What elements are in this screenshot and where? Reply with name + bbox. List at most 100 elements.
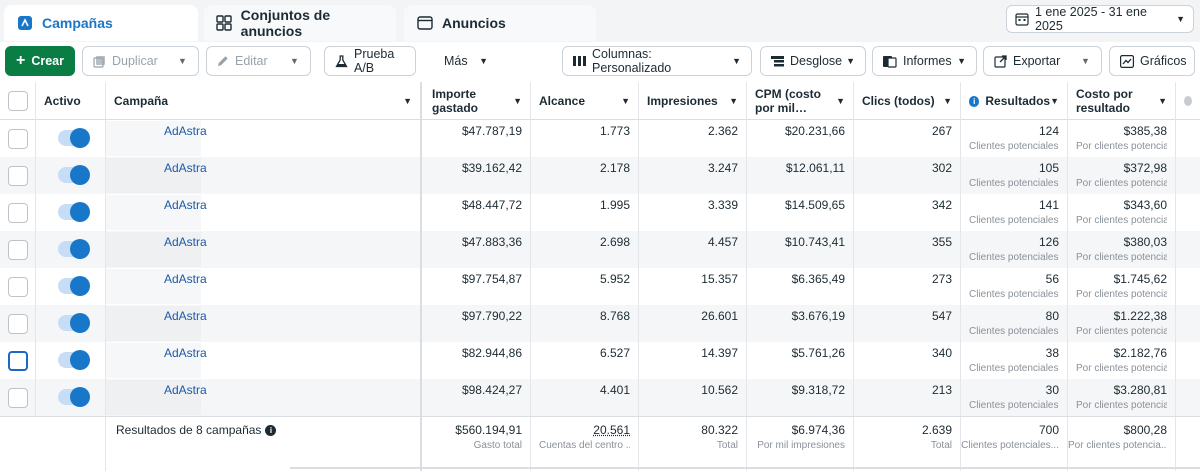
campaign-name-link[interactable]: AdAstra bbox=[164, 346, 207, 360]
header-cpm[interactable]: CPM (costo por mil… ▼ bbox=[747, 82, 854, 120]
campaign-name-link[interactable]: AdAstra bbox=[164, 198, 207, 212]
row-checkbox[interactable] bbox=[8, 388, 28, 408]
export-icon bbox=[994, 54, 1007, 68]
campaign-name-link[interactable]: AdAstra bbox=[164, 309, 207, 323]
create-button[interactable]: + Crear bbox=[5, 46, 75, 76]
row-spent-cell: $82.944,86 bbox=[424, 342, 531, 379]
row-cpr-sub: Por clientes potencia... bbox=[1076, 289, 1167, 300]
duplicate-button[interactable]: Duplicar bbox=[82, 46, 168, 76]
active-toggle[interactable] bbox=[58, 239, 90, 259]
row-clicks-value: 273 bbox=[931, 272, 952, 286]
row-results-value: 141 bbox=[1038, 198, 1059, 212]
info-icon[interactable]: i bbox=[265, 425, 277, 437]
table-row[interactable]: AdAstra $39.162,42 2.178 3.247 $12.061,11 302… bbox=[0, 157, 1200, 194]
row-clicks-value: 340 bbox=[931, 346, 952, 360]
active-toggle[interactable] bbox=[58, 387, 90, 407]
active-toggle[interactable] bbox=[58, 350, 90, 370]
active-toggle[interactable] bbox=[58, 128, 90, 148]
row-cpr-value: $1.745,62 bbox=[1113, 272, 1167, 286]
campaign-name-link[interactable]: AdAstra bbox=[164, 272, 207, 286]
table-row[interactable]: AdAstra $82.944,86 6.527 14.397 $5.761,26 340… bbox=[0, 342, 1200, 379]
row-cpm-value: $12.061,11 bbox=[785, 161, 845, 175]
row-spent-cell: $97.754,87 bbox=[424, 268, 531, 305]
row-impressions-cell: 14.397 bbox=[639, 342, 747, 379]
toggle-knob bbox=[70, 202, 90, 222]
export-button[interactable]: Exportar bbox=[983, 46, 1071, 76]
campaign-name-link[interactable]: AdAstra bbox=[164, 235, 207, 249]
row-cpr-cell: $3.280,81 Por clientes potencia... bbox=[1068, 379, 1176, 416]
table-row[interactable]: AdAstra $98.424,27 4.401 10.562 $9.318,72 213… bbox=[0, 379, 1200, 416]
toolbar: + Crear Duplicar ▼ Editar ▼ Prueba A/B M… bbox=[0, 42, 1200, 80]
chevron-down-icon: ▼ bbox=[846, 56, 855, 66]
active-toggle[interactable] bbox=[58, 202, 90, 222]
header-results[interactable]: i Resultados ▼ bbox=[961, 82, 1068, 120]
charts-button[interactable]: Gráficos bbox=[1109, 46, 1195, 76]
row-cpr-value: $343,60 bbox=[1123, 198, 1167, 212]
active-toggle[interactable] bbox=[58, 313, 90, 333]
ab-test-button[interactable]: Prueba A/B bbox=[324, 46, 416, 76]
row-impressions-cell: 2.362 bbox=[639, 120, 747, 157]
row-cpr-sub: Por clientes potencia... bbox=[1076, 252, 1167, 263]
edit-dropdown-button[interactable]: ▼ bbox=[279, 46, 311, 76]
columns-button[interactable]: Columnas: Personalizado ▼ bbox=[562, 46, 752, 76]
row-spent-value: $47.883,36 bbox=[461, 235, 522, 249]
table-row[interactable]: AdAstra $48.447,72 1.995 3.339 $14.509,65 342… bbox=[0, 194, 1200, 231]
header-clicks[interactable]: Clics (todos) ▼ bbox=[854, 82, 961, 120]
row-results-cell: 38 Clientes potenciales... bbox=[961, 342, 1068, 379]
table-row[interactable]: AdAstra $47.787,19 1.773 2.362 $20.231,66 267… bbox=[0, 120, 1200, 157]
campaign-name-link[interactable]: AdAstra bbox=[164, 124, 207, 138]
row-cpr-value: $1.222,38 bbox=[1113, 309, 1167, 323]
row-checkbox[interactable] bbox=[8, 240, 28, 260]
header-reach-label: Alcance bbox=[539, 94, 586, 108]
duplicate-dropdown-button[interactable]: ▼ bbox=[167, 46, 199, 76]
footer-impressions: 80.322 Total bbox=[639, 417, 747, 471]
header-active[interactable]: Activo bbox=[36, 82, 106, 120]
header-spent-line1: Importe bbox=[432, 87, 477, 101]
edit-button[interactable]: Editar bbox=[206, 46, 280, 76]
row-checkbox[interactable] bbox=[8, 351, 28, 371]
header-cpm-line1: CPM (costo bbox=[755, 87, 821, 101]
row-reach-cell: 5.952 bbox=[531, 268, 639, 305]
table-row[interactable]: AdAstra $97.790,22 8.768 26.601 $3.676,19 547… bbox=[0, 305, 1200, 342]
row-spent-cell: $98.424,27 bbox=[424, 379, 531, 416]
tab-campaigns[interactable]: Campañas bbox=[4, 5, 198, 41]
header-reach[interactable]: Alcance ▼ bbox=[531, 82, 639, 120]
row-checkbox[interactable] bbox=[8, 129, 28, 149]
table-row[interactable]: AdAstra $47.883,36 2.698 4.457 $10.743,41 355… bbox=[0, 231, 1200, 268]
header-spent[interactable]: Importe gastado ▼ bbox=[424, 82, 531, 120]
row-checkbox[interactable] bbox=[8, 314, 28, 334]
reports-button[interactable]: Informes ▼ bbox=[872, 46, 977, 76]
footer-cpm: $6.974,36 Por mil impresiones bbox=[747, 417, 854, 471]
row-checkbox[interactable] bbox=[8, 166, 28, 186]
row-spacer-cell bbox=[1176, 305, 1200, 342]
row-results-sub: Clientes potenciales... bbox=[969, 363, 1059, 374]
select-all-checkbox[interactable] bbox=[8, 91, 28, 111]
export-dropdown-button[interactable]: ▼ bbox=[1070, 46, 1102, 76]
footer-cpr-value: $800,28 bbox=[1123, 423, 1167, 437]
header-cost-per-result[interactable]: Costo por resultado ▼ bbox=[1068, 82, 1176, 120]
date-range-picker[interactable]: 1 ene 2025 - 31 ene 2025 ▼ bbox=[1006, 5, 1194, 33]
row-spacer-cell bbox=[1176, 120, 1200, 157]
row-impressions-value: 4.457 bbox=[707, 235, 738, 249]
tab-ads[interactable]: Anuncios bbox=[404, 5, 596, 41]
footer-impressions-value: 80.322 bbox=[701, 423, 738, 437]
campaign-name-link[interactable]: AdAstra bbox=[164, 161, 207, 175]
more-button[interactable]: Más ▼ bbox=[434, 46, 498, 76]
info-icon[interactable]: i bbox=[969, 95, 980, 107]
header-active-label: Activo bbox=[44, 94, 81, 108]
horizontal-scrollbar[interactable] bbox=[290, 467, 1200, 469]
tab-ad-sets[interactable]: Conjuntos de anuncios bbox=[204, 5, 396, 41]
row-checkbox[interactable] bbox=[8, 277, 28, 297]
breakdown-button[interactable]: Desglose ▼ bbox=[760, 46, 866, 76]
header-campaign[interactable]: Campaña ▼ bbox=[106, 82, 422, 120]
header-impressions[interactable]: Impresiones ▼ bbox=[639, 82, 747, 120]
campaign-name-link[interactable]: AdAstra bbox=[164, 383, 207, 397]
active-toggle[interactable] bbox=[58, 276, 90, 296]
row-spent-cell: $47.787,19 bbox=[424, 120, 531, 157]
row-checkbox[interactable] bbox=[8, 203, 28, 223]
active-toggle[interactable] bbox=[58, 165, 90, 185]
table-row[interactable]: AdAstra $97.754,87 5.952 15.357 $6.365,49 273… bbox=[0, 268, 1200, 305]
header-add-column[interactable] bbox=[1176, 82, 1200, 120]
pencil-icon bbox=[217, 55, 229, 67]
campaign-thumbnail-placeholder bbox=[106, 269, 201, 304]
